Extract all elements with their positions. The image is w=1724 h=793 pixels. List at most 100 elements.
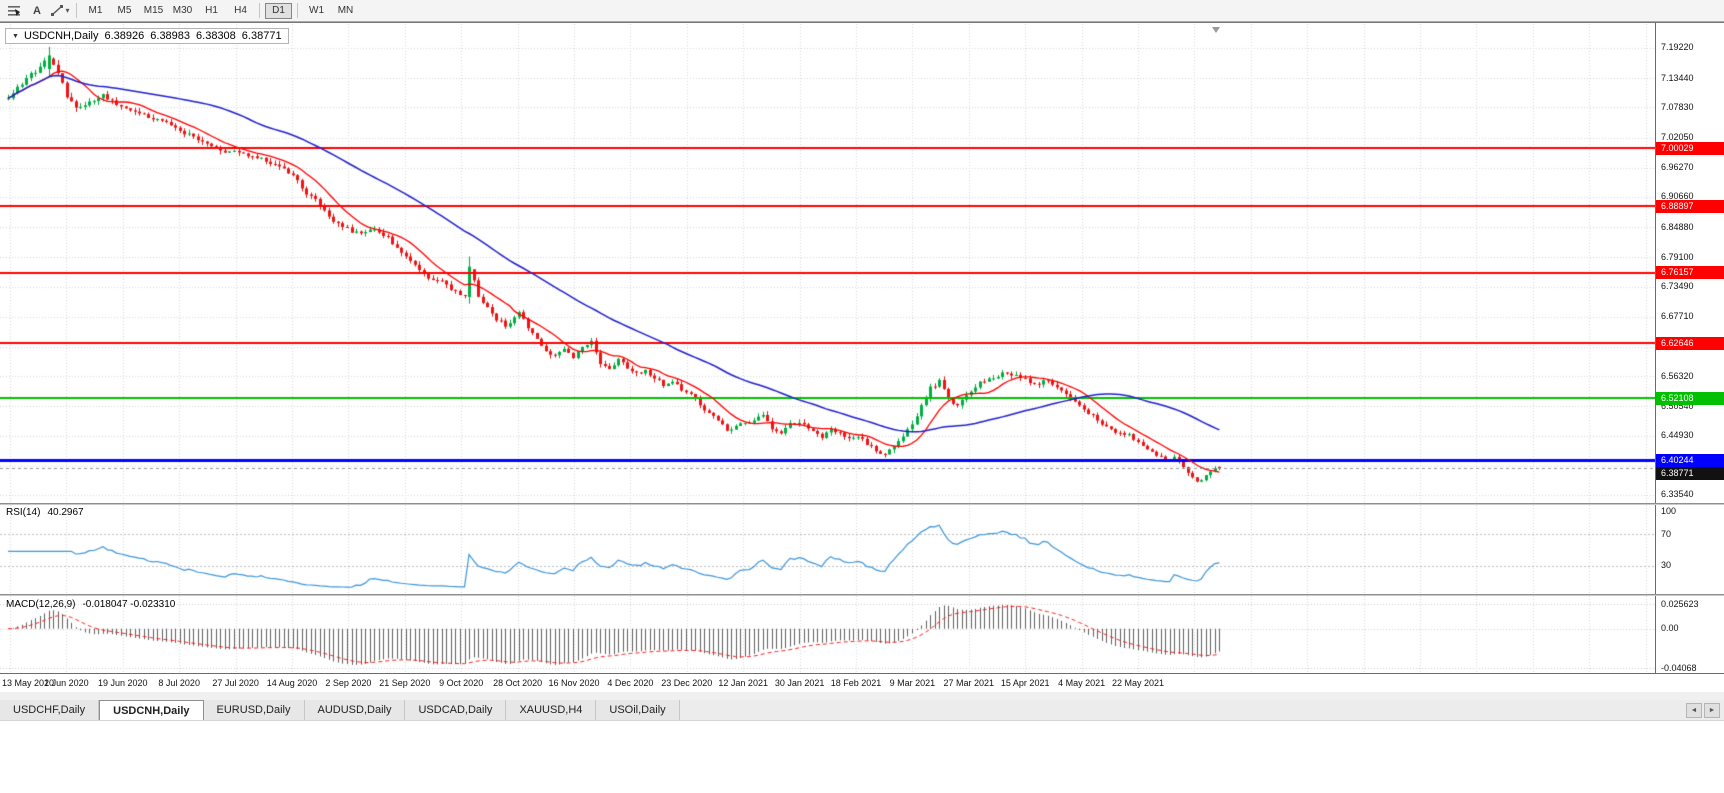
window-gap-strip <box>0 691 1724 700</box>
timeframe-button-m15[interactable]: M15 <box>140 3 167 19</box>
triangle-right-icon: ► <box>1708 706 1716 714</box>
macd-panel-canvas[interactable] <box>0 596 1655 673</box>
hline-price-badge: 6.40244 <box>1656 453 1724 467</box>
price-tick-label: 6.33540 <box>1661 489 1694 500</box>
rsi-panel-canvas[interactable] <box>0 505 1655 594</box>
toolbar: A ▾ M1 M5 M15 M30 H1 H4 D1 W1 MN <box>0 0 1724 22</box>
timeframe-button-w1[interactable]: W1 <box>303 3 330 19</box>
hline-price-badge: 6.62646 <box>1656 336 1724 350</box>
rsi-value: 40.2967 <box>47 507 84 518</box>
draw-tools-button[interactable]: ▾ <box>49 2 71 20</box>
date-tick-label: 23 Dec 2020 <box>661 678 713 688</box>
rsi-tick-label: 30 <box>1661 560 1672 571</box>
chart-window: ▼ USDCNH,Daily 6.38926 6.38983 6.38308 6… <box>0 22 1724 692</box>
ohlc-low: 6.38308 <box>196 30 236 42</box>
hline-price-badge: 6.76157 <box>1656 266 1724 280</box>
date-tick-label: 4 Dec 2020 <box>607 678 654 688</box>
chevron-down-icon: ▾ <box>65 6 70 15</box>
tab-scroll-right-button[interactable]: ► <box>1704 702 1720 718</box>
timeframe-button-mn[interactable]: MN <box>332 3 359 19</box>
timeframe-button-d1[interactable]: D1 <box>265 2 292 19</box>
panel-separator[interactable] <box>0 594 1724 596</box>
rsi-tick-label: 70 <box>1661 528 1672 539</box>
macd-header: MACD(12,26,9) -0.018047 -0.023310 <box>6 599 175 610</box>
title-marker-icon: ▼ <box>12 32 19 40</box>
chart-tab-usdchf[interactable]: USDCHF,Daily <box>0 700 100 720</box>
toolbar-separator <box>297 3 298 18</box>
triangle-left-icon: ◄ <box>1690 706 1698 714</box>
tab-label: USDCHF,Daily <box>13 704 86 716</box>
chart-symbol-label: USDCNH,Daily <box>23 30 99 42</box>
text-tool-icon: A <box>33 4 41 17</box>
price-tick-label: 6.73490 <box>1661 281 1694 292</box>
date-axis[interactable]: 13 May 2020 1 Jun 2020 19 Jun 2020 8 Jul 20… <box>0 673 1724 692</box>
chart-tab-eurusd[interactable]: EURUSD,Daily <box>203 700 305 720</box>
tab-label: USOil,Daily <box>609 704 666 716</box>
hline-price-badge: 6.88897 <box>1656 199 1724 213</box>
date-tick-label: 2 Sep 2020 <box>325 678 372 688</box>
price-tick-label: 6.96270 <box>1661 162 1694 173</box>
date-tick-label: 19 Jun 2020 <box>98 678 148 688</box>
rsi-label: RSI(14) <box>6 507 41 518</box>
tab-label: EURUSD,Daily <box>216 704 291 716</box>
macd-tick-label: 0.00 <box>1661 623 1679 634</box>
lines-cursor-icon <box>8 5 20 16</box>
timeframe-button-h1[interactable]: H1 <box>198 3 225 19</box>
price-tick-label: 6.50540 <box>1661 400 1694 411</box>
chart-tab-usoil[interactable]: USOil,Daily <box>596 700 680 720</box>
toolbar-separator <box>76 3 77 18</box>
main-chart-canvas[interactable] <box>0 24 1655 503</box>
timeframe-button-m1[interactable]: M1 <box>82 3 109 19</box>
date-tick-label: 9 Mar 2021 <box>889 678 936 688</box>
date-tick-label: 16 Nov 2020 <box>548 678 600 688</box>
chart-tab-usdcad[interactable]: USDCAD,Daily <box>405 700 507 720</box>
macd-tick-label: -0.04068 <box>1661 662 1697 673</box>
date-tick-label: 13 May 2020 <box>2 678 55 688</box>
hline-price-badge: 7.00029 <box>1656 141 1724 155</box>
chart-tools-button[interactable] <box>3 2 25 20</box>
price-tick-label: 7.13440 <box>1661 72 1694 83</box>
date-tick-label: 4 May 2021 <box>1058 678 1106 688</box>
timeframe-button-m5[interactable]: M5 <box>111 3 138 19</box>
timeframe-button-h4[interactable]: H4 <box>227 3 254 19</box>
date-tick-label: 28 Oct 2020 <box>493 678 543 688</box>
date-tick-label: 27 Jul 2020 <box>212 678 259 688</box>
tab-label: AUDUSD,Daily <box>317 704 392 716</box>
date-tick-label: 15 Apr 2021 <box>1000 678 1050 688</box>
price-tick-label: 6.67710 <box>1661 311 1694 322</box>
toolbar-separator <box>259 3 260 18</box>
empty-area <box>0 721 1724 793</box>
chart-tab-audusd[interactable]: AUDUSD,Daily <box>304 700 406 720</box>
date-tick-label: 18 Feb 2021 <box>830 678 882 688</box>
hline-price-badge: 6.52108 <box>1656 391 1724 405</box>
macd-label: MACD(12,26,9) <box>6 599 76 610</box>
price-tick-label: 7.19220 <box>1661 42 1694 53</box>
price-axis[interactable]: 7.19220 7.13440 7.07830 7.02050 6.96270 6.906… <box>1655 23 1724 673</box>
chart-tab-xauusd[interactable]: XAUUSD,H4 <box>506 700 597 720</box>
date-tick-label: 14 Aug 2020 <box>266 678 318 688</box>
price-tick-label: 6.44930 <box>1661 430 1694 441</box>
timeframe-button-m30[interactable]: M30 <box>169 3 196 19</box>
chart-tab-usdcnh[interactable]: USDCNH,Daily <box>99 700 204 720</box>
price-tick-label: 6.90660 <box>1661 191 1694 202</box>
current-price-badge: 6.38771 <box>1656 467 1724 481</box>
price-tick-label: 6.56320 <box>1661 370 1694 381</box>
ohlc-close: 6.38771 <box>241 30 282 42</box>
ohlc-open: 6.38926 <box>104 30 145 42</box>
panel-separator[interactable] <box>0 503 1724 505</box>
price-tick-label: 6.84880 <box>1661 221 1694 232</box>
trendline-tool-icon <box>51 5 64 16</box>
price-tick-label: 7.07830 <box>1661 101 1694 112</box>
macd-tick-label: 0.025623 <box>1661 598 1699 609</box>
date-tick-label: 21 Sep 2020 <box>379 678 431 688</box>
price-tick-label: 6.79100 <box>1661 251 1694 262</box>
rsi-header: RSI(14) 40.2967 <box>6 507 84 518</box>
date-tick-label: 22 May 2021 <box>1111 678 1165 688</box>
tab-scroll-left-button[interactable]: ◄ <box>1686 702 1702 718</box>
chart-shift-marker-icon[interactable] <box>1212 27 1220 33</box>
text-tool-button[interactable]: A <box>26 2 48 20</box>
date-tick-label: 1 Jun 2020 <box>44 678 89 688</box>
date-tick-label: 30 Jan 2021 <box>774 678 825 688</box>
macd-values: -0.018047 -0.023310 <box>82 599 176 610</box>
